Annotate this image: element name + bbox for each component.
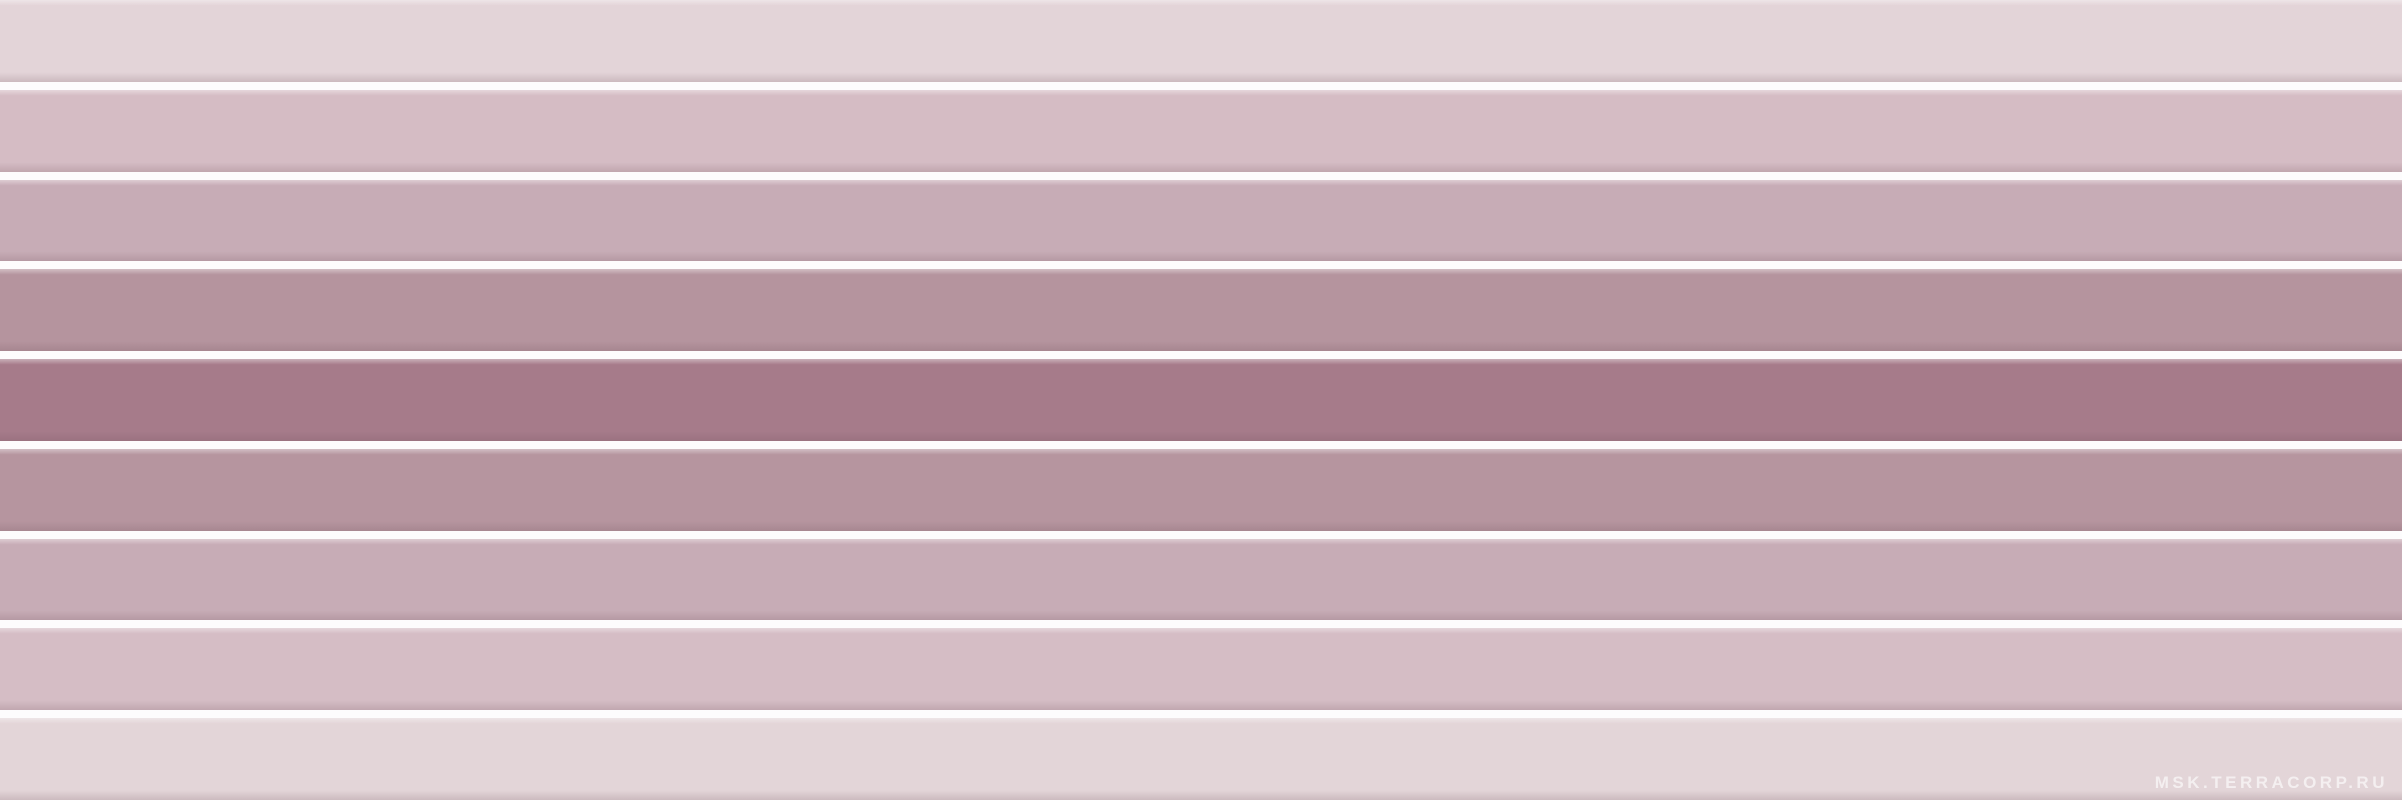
stripe: [0, 0, 2402, 82]
stripe: [0, 179, 2402, 262]
stripe: [0, 628, 2402, 711]
stripe: [0, 718, 2402, 800]
watermark-text: MSK.TERRACORP.RU: [2154, 773, 2388, 792]
stripe: [0, 269, 2402, 352]
stripe: [0, 89, 2402, 172]
stripe: [0, 448, 2402, 531]
stripe: [0, 359, 2402, 441]
stripe: [0, 538, 2402, 621]
